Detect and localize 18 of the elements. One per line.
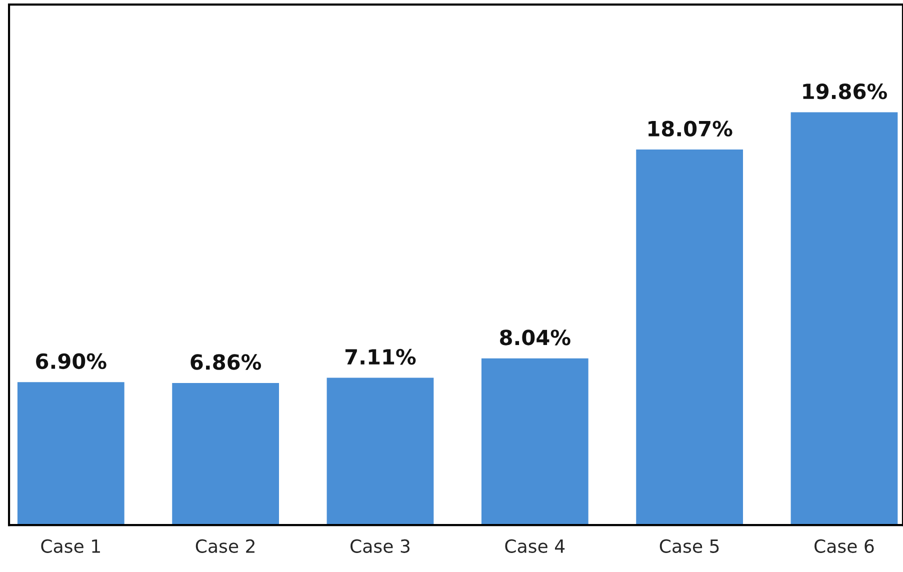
bar <box>325 376 436 526</box>
x-tick-label: Case 4 <box>505 539 565 553</box>
data-label: 8.04% <box>500 330 570 346</box>
data-label: 19.86% <box>803 83 887 100</box>
bar <box>480 357 590 526</box>
data-label: 6.90% <box>36 353 106 370</box>
x-tick-label: Case 3 <box>350 539 410 553</box>
data-label: 6.86% <box>190 354 262 370</box>
x-tick-label: Case 2 <box>196 539 254 553</box>
x-tick-label: Case 6 <box>814 539 874 553</box>
bar <box>16 380 126 526</box>
x-tick-label: Case 5 <box>660 539 719 553</box>
data-label: 7.11% <box>345 348 416 365</box>
data-label: 18.07% <box>648 120 732 136</box>
bar <box>634 148 744 526</box>
bar <box>170 382 280 526</box>
x-tick-label: Case 1 <box>41 539 100 553</box>
bar <box>789 110 900 526</box>
